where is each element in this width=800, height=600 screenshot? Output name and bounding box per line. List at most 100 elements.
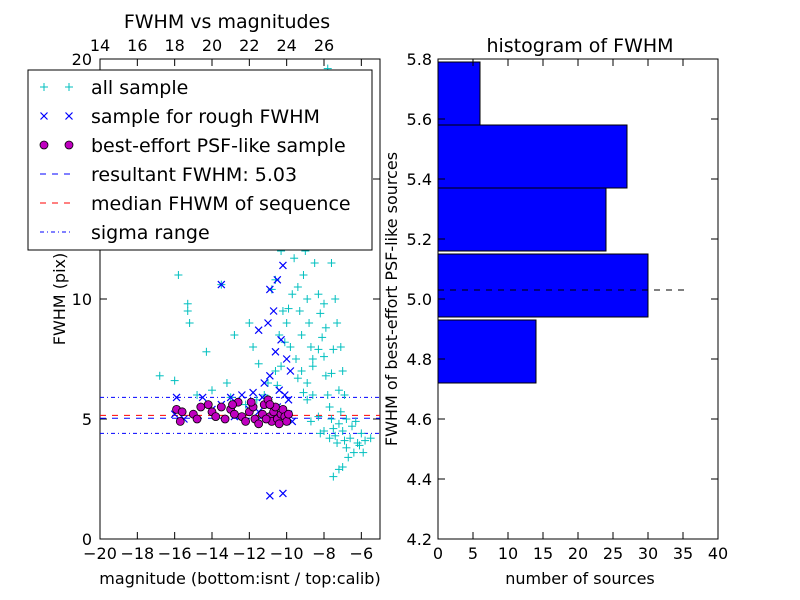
histogram-y-tick-label: 5.0 bbox=[407, 290, 432, 309]
scatter-x-tick-label: −18 bbox=[120, 544, 154, 563]
scatter-x-tick-label: −16 bbox=[158, 544, 192, 563]
all-sample-point bbox=[342, 415, 351, 423]
scatter-top-tick-label: 22 bbox=[239, 36, 259, 55]
all-sample-point bbox=[314, 290, 323, 299]
all-sample-point bbox=[348, 422, 356, 431]
rough-sample-point bbox=[265, 491, 274, 500]
rough-sample-point bbox=[172, 393, 181, 402]
psf-sample-point bbox=[228, 400, 237, 410]
all-sample-point bbox=[344, 453, 353, 462]
rough-sample-point bbox=[269, 307, 278, 315]
scatter-top-tick-label: 14 bbox=[90, 36, 110, 55]
all-sample-point bbox=[254, 359, 263, 368]
all-sample-point bbox=[340, 391, 349, 399]
histogram-ticks: 0 5 10 15 20 25 30 35 40 4.2 4.4 4.6 4.8 5.0 5.2 5.4 5.6… bbox=[407, 50, 729, 563]
all-sample-point bbox=[349, 448, 358, 457]
rough-sample-point bbox=[226, 393, 235, 402]
all-sample-point bbox=[271, 367, 280, 375]
all-sample-point bbox=[249, 343, 258, 351]
legend-entry: resultant FWHM: 5.03 bbox=[40, 164, 297, 186]
all-sample-point bbox=[208, 386, 216, 395]
all-sample-point bbox=[308, 391, 317, 399]
psf-sample-point bbox=[192, 414, 202, 424]
all-sample-point bbox=[310, 259, 319, 267]
psf-sample-point bbox=[175, 416, 185, 426]
psf-sample-point bbox=[282, 416, 292, 426]
all-sample-point bbox=[292, 355, 300, 363]
legend-entry: sample for rough FWHM bbox=[40, 106, 320, 128]
rough-sample-point bbox=[198, 393, 207, 402]
all-sample-point bbox=[327, 259, 336, 267]
legend-entry: best-effort PSF-like sample bbox=[39, 135, 346, 157]
all-sample-point bbox=[320, 352, 328, 361]
rough-sample-point bbox=[265, 371, 274, 380]
rough-sample-point bbox=[260, 379, 269, 387]
histogram-y-tick-label: 5.6 bbox=[407, 110, 432, 129]
psf-sample-point bbox=[196, 402, 206, 412]
histogram-x-tick-label: 15 bbox=[533, 544, 553, 563]
psf-sample-point bbox=[265, 400, 275, 410]
all-sample-point bbox=[202, 347, 211, 356]
all-sample-point bbox=[359, 448, 368, 457]
rough-sample-point bbox=[286, 367, 295, 375]
all-sample-point bbox=[334, 419, 343, 428]
legend-label: all sample bbox=[91, 77, 188, 99]
psf-sample-point bbox=[229, 409, 239, 419]
all-sample-point bbox=[264, 379, 272, 387]
all-sample-point bbox=[288, 290, 297, 299]
all-sample-point bbox=[329, 345, 338, 354]
all-sample-point bbox=[336, 407, 345, 416]
all-sample-point bbox=[327, 415, 336, 423]
all-sample-point bbox=[331, 431, 340, 440]
all-sample-point bbox=[357, 429, 366, 438]
all-sample-point bbox=[316, 309, 325, 318]
all-sample-point bbox=[333, 439, 342, 447]
all-sample-point bbox=[297, 331, 306, 339]
histogram-y-tick-label: 5.8 bbox=[407, 50, 432, 69]
all-sample-point bbox=[284, 304, 293, 313]
histogram-y-axis-label: FWHM of best-effort PSF-like sources bbox=[382, 152, 401, 446]
rough-sample-point bbox=[271, 347, 280, 356]
all-sample-point bbox=[277, 362, 286, 371]
rough-sample-point bbox=[249, 388, 257, 397]
all-sample-point bbox=[338, 463, 347, 471]
all-sample-point bbox=[329, 424, 338, 433]
all-sample-point bbox=[338, 367, 347, 375]
legend-entry: median FHWM of sequence bbox=[40, 193, 351, 215]
histogram-x-tick-label: 35 bbox=[673, 544, 693, 563]
rough-sample-point bbox=[265, 285, 274, 294]
all-sample-point bbox=[316, 429, 325, 438]
all-sample-point bbox=[293, 283, 302, 291]
psf-sample-point bbox=[261, 414, 271, 424]
psf-sample-point bbox=[216, 402, 226, 412]
legend-marker-swatch bbox=[65, 83, 73, 91]
all-sample-point bbox=[306, 343, 315, 351]
all-sample-point bbox=[314, 345, 323, 354]
all-sample-point bbox=[174, 271, 183, 279]
all-sample-point bbox=[278, 307, 287, 315]
histogram-x-axis-label: number of sources bbox=[505, 569, 655, 588]
all-sample-point bbox=[340, 436, 349, 445]
legend-marker-swatch bbox=[64, 140, 74, 150]
rough-sample-point bbox=[279, 489, 287, 498]
histogram-y-tick-label: 4.6 bbox=[407, 410, 432, 429]
scatter-legend: all sample sample for rough FWHM best-effo… bbox=[27, 69, 373, 251]
histogram-x-tick-label: 25 bbox=[603, 544, 623, 563]
rough-sample-point bbox=[282, 355, 291, 363]
all-sample-point bbox=[346, 434, 355, 443]
all-sample-point bbox=[351, 417, 360, 426]
all-sample-point bbox=[308, 362, 317, 371]
all-sample-point bbox=[170, 376, 179, 385]
all-sample-point bbox=[245, 319, 254, 327]
all-sample-point bbox=[321, 371, 330, 380]
scatter-points bbox=[155, 64, 375, 500]
histogram-y-tick-label: 4.2 bbox=[407, 530, 432, 549]
all-sample-point bbox=[314, 412, 323, 421]
all-sample-point bbox=[290, 254, 299, 263]
all-sample-point bbox=[333, 319, 342, 327]
scatter-top-tick-label: 24 bbox=[276, 36, 296, 55]
scatter-top-tick-label: 18 bbox=[164, 36, 184, 55]
histogram-x-tick-label: 20 bbox=[568, 544, 588, 563]
all-sample-point bbox=[183, 307, 192, 315]
